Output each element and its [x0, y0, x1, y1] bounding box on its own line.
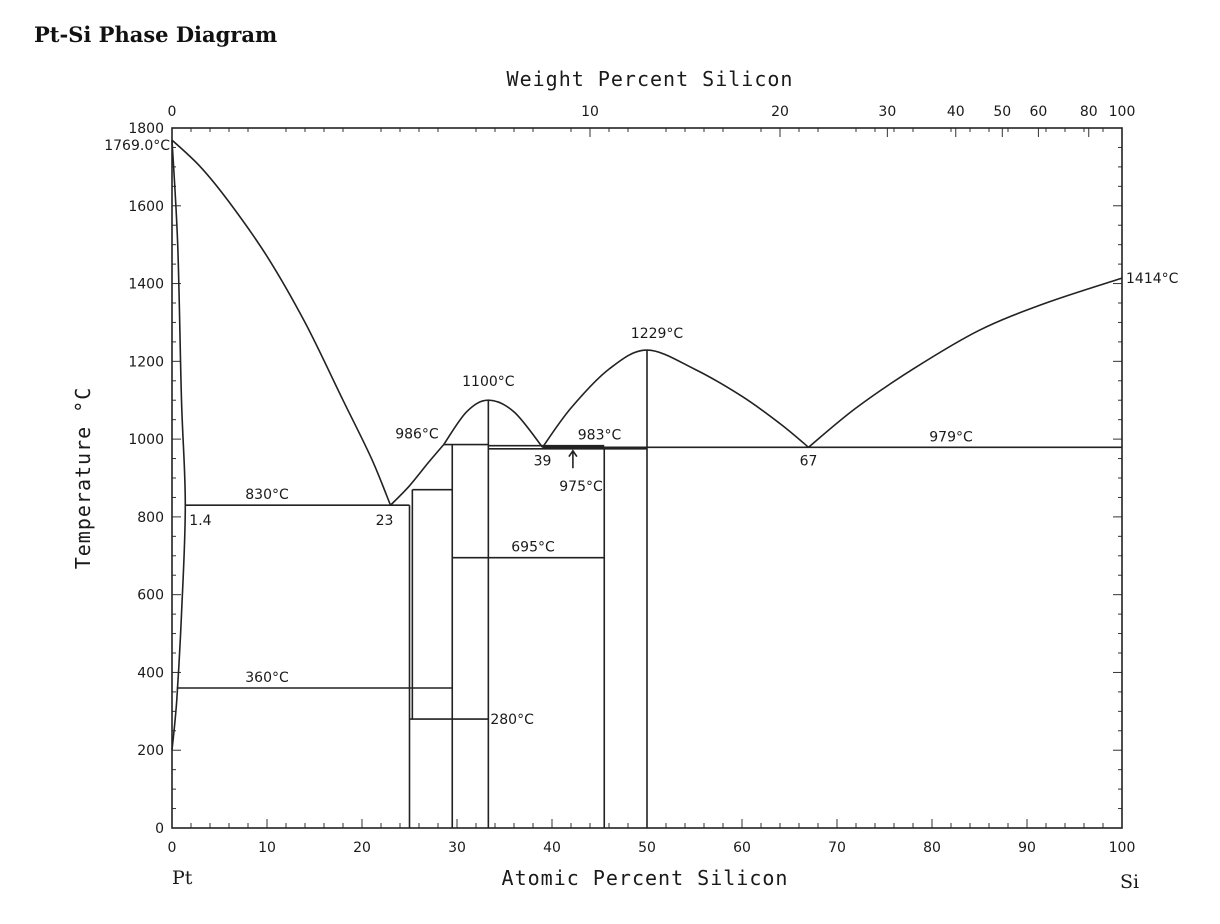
x-top-tick-label: 100: [1109, 104, 1136, 120]
x-top-tick-label: 10: [581, 104, 599, 120]
diagram-annotation: 1414°C: [1126, 271, 1179, 287]
y-tick-label: 1600: [128, 199, 164, 215]
pt-end-label: Pt: [172, 867, 193, 889]
y-tick-label: 1400: [128, 277, 164, 293]
liquidus-curve: [807, 277, 1123, 448]
x-bottom-tick-label: 80: [923, 840, 941, 856]
y-tick-label: 1000: [128, 432, 164, 448]
liquidus-curve: [541, 349, 810, 448]
diagram-annotation: 830°C: [245, 487, 289, 503]
y-tick-label: 1800: [128, 121, 164, 137]
diagram-annotation: 1769.0°C: [104, 138, 170, 154]
plot-frame: [171, 127, 1123, 829]
diagram-annotation: 983°C: [578, 428, 622, 444]
liquidus-curve: [389, 444, 445, 506]
y-tick-label: 400: [137, 665, 164, 681]
x-bottom-tick-label: 70: [828, 840, 846, 856]
y-tick-label: 1200: [128, 354, 164, 370]
page-title: Pt-Si Phase Diagram: [34, 22, 278, 47]
x-bottom-axis-title: Atomic Percent Silicon: [502, 866, 789, 890]
y-axis-title: Temperature °C: [71, 387, 95, 570]
x-bottom-tick-label: 10: [258, 840, 276, 856]
x-bottom-tick-label: 0: [168, 840, 177, 856]
x-top-tick-label: 0: [168, 104, 177, 120]
x-top-tick-label: 30: [878, 104, 896, 120]
y-tick-label: 800: [137, 510, 164, 526]
diagram-annotation: 23: [376, 513, 394, 529]
liquidus-curve: [443, 399, 544, 448]
diagram-annotation: 67: [800, 453, 818, 469]
x-top-tick-label: 80: [1080, 104, 1098, 120]
x-top-axis-title: Weight Percent Silicon: [507, 67, 794, 91]
liquidus-curve: [171, 139, 392, 506]
diagram-annotation: 695°C: [511, 540, 555, 556]
lines-layer: [171, 139, 1123, 828]
x-top-tick-label: 40: [947, 104, 965, 120]
x-bottom-tick-label: 90: [1018, 840, 1036, 856]
x-bottom-tick-label: 100: [1109, 840, 1136, 856]
diagram-annotation: 1100°C: [462, 374, 515, 390]
arrow-975: [568, 449, 578, 469]
pt-solvus-curve: [171, 140, 187, 751]
diagram-annotation: 280°C: [490, 712, 534, 728]
diagram-annotation: 360°C: [245, 670, 289, 686]
x-bottom-tick-label: 30: [448, 840, 466, 856]
labels-layer: 0 10 20 30 40 50 60 70 80 90 1000 10 20 30 40 50 60 80 100…: [104, 104, 1178, 856]
x-top-tick-label: 50: [993, 104, 1011, 120]
x-top-tick-label: 20: [771, 104, 789, 120]
diagram-annotation: 1.4: [189, 513, 211, 529]
si-end-label: Si: [1120, 871, 1139, 893]
x-bottom-tick-label: 40: [543, 840, 561, 856]
y-tick-label: 0: [155, 821, 164, 837]
x-bottom-tick-label: 60: [733, 840, 751, 856]
diagram-annotation: 1229°C: [631, 326, 684, 342]
diagram-annotation: 979°C: [929, 429, 973, 445]
diagram-annotation: 39: [534, 453, 552, 469]
diagram-annotation: 986°C: [395, 427, 439, 443]
y-tick-label: 600: [137, 588, 164, 604]
diagram-annotation: 975°C: [559, 479, 603, 495]
x-bottom-tick-label: 20: [353, 840, 371, 856]
y-tick-label: 200: [137, 743, 164, 759]
x-bottom-tick-label: 50: [638, 840, 656, 856]
x-top-tick-label: 60: [1029, 104, 1047, 120]
